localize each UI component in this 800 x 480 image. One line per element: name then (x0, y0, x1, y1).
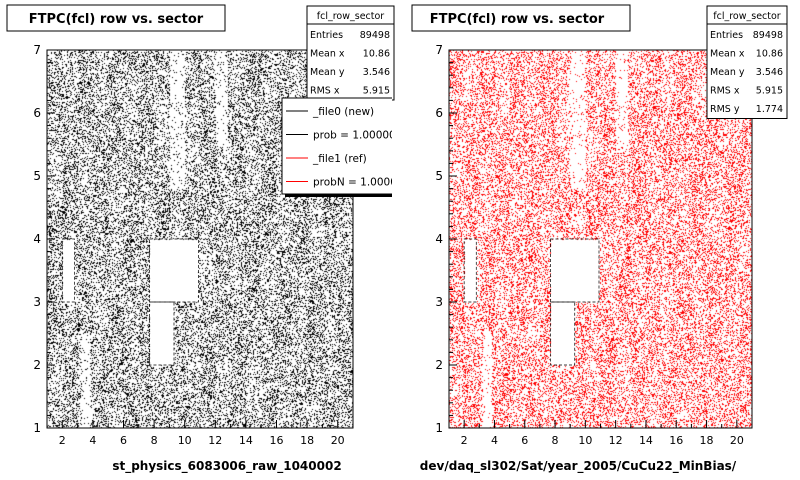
empty-region-outline (149, 238, 199, 303)
legend-entry: _file0 (new) (312, 106, 374, 118)
y-tick-label: 3 (33, 295, 41, 309)
y-tick-label: 4 (33, 232, 41, 246)
x-tick-label: 6 (521, 434, 528, 447)
y-tick-label: 1 (33, 421, 41, 435)
y-tick-label: 4 (435, 232, 443, 246)
x-tick-label: 12 (609, 434, 623, 447)
stats-label: Mean y (710, 67, 745, 78)
empty-region-outline (61, 238, 75, 303)
right-stats-box: fcl_row_sector Entries 89498 Mean x 10.86 Mea… (706, 5, 788, 119)
legend-entry: probN = 1.000000 (313, 177, 410, 189)
stats-name: fcl_row_sector (317, 11, 385, 22)
y-tick-label: 2 (435, 358, 443, 372)
stats-label: Mean x (310, 49, 345, 60)
x-tick-label: 12 (208, 434, 222, 447)
x-tick-label: 2 (461, 434, 468, 447)
y-tick-label: 1 (435, 421, 443, 435)
left-panel: FTPC(fcl) row vs. sector 2 4 6 8 10 12 14 16 18 2… (6, 4, 410, 474)
x-tick-label: 20 (331, 434, 345, 447)
empty-region-outline (550, 238, 600, 303)
left-stats-box: fcl_row_sector Entries 89498 Mean x 10.86 Mea… (306, 5, 395, 101)
stats-name: fcl_row_sector (713, 11, 781, 22)
left-xlabel: st_physics_6083006_raw_1040002 (112, 459, 341, 474)
left-title: FTPC(fcl) row vs. sector (29, 12, 204, 27)
stats-value: 89498 (360, 30, 390, 41)
stats-label: Mean y (310, 67, 345, 78)
x-tick-label: 8 (151, 434, 158, 447)
x-tick-label: 14 (639, 434, 653, 447)
stats-label: Entries (710, 30, 743, 41)
empty-region-outline (463, 238, 477, 303)
x-tick-label: 10 (578, 434, 592, 447)
right-title: FTPC(fcl) row vs. sector (430, 12, 605, 27)
y-tick-label: 6 (435, 106, 443, 120)
stats-value: 5.915 (756, 86, 783, 97)
y-tick-label: 7 (33, 43, 41, 57)
left-title-box (6, 4, 226, 32)
x-tick-label: 10 (178, 434, 192, 447)
legend-entry: _file1 (ref) (312, 153, 367, 165)
x-tick-label: 4 (491, 434, 498, 447)
x-tick-label: 18 (300, 434, 314, 447)
right-panel: FTPC(fcl) row vs. sector 2 4 6 8 10 12 14 16 18 2… (411, 4, 788, 474)
x-tick-label: 14 (239, 434, 253, 447)
stats-frame (706, 5, 788, 119)
right-title-box (411, 4, 631, 32)
x-tick-label: 8 (552, 434, 559, 447)
stats-label: Entries (310, 30, 343, 41)
stats-label: RMS x (710, 86, 740, 97)
stats-value: 10.86 (363, 49, 390, 60)
stats-frame (306, 5, 395, 101)
stats-label: RMS y (710, 104, 740, 115)
stats-value: 3.546 (363, 67, 390, 78)
legend-entry: prob = 1.000000 (313, 130, 402, 142)
x-tick-label: 16 (669, 434, 683, 447)
stats-value: 10.86 (756, 49, 783, 60)
y-tick-label: 7 (435, 43, 443, 57)
y-tick-label: 5 (435, 169, 443, 183)
empty-region-outline (149, 301, 175, 366)
y-tick-label: 3 (435, 295, 443, 309)
stats-value: 5.915 (363, 86, 390, 97)
left-legend: _file0 (new) prob = 1.000000 _file1 (ref) p… (281, 97, 410, 197)
stats-label: Mean x (710, 49, 745, 60)
x-tick-label: 2 (59, 434, 66, 447)
y-tick-label: 2 (33, 358, 41, 372)
y-tick-label: 5 (33, 169, 41, 183)
stats-label: RMS x (310, 86, 340, 97)
x-tick-label: 18 (700, 434, 714, 447)
stats-value: 1.774 (756, 104, 783, 115)
x-tick-label: 20 (730, 434, 744, 447)
x-tick-label: 4 (89, 434, 96, 447)
y-tick-label: 6 (33, 106, 41, 120)
stats-value: 89498 (753, 30, 783, 41)
x-tick-label: 16 (270, 434, 284, 447)
scatter-points (449, 50, 752, 428)
right-xlabel: dev/daq_sl302/Sat/year_2005/CuCu22_MinBi… (420, 459, 737, 474)
legend-frame (281, 97, 392, 195)
x-tick-label: 6 (120, 434, 127, 447)
empty-region-outline (550, 301, 576, 366)
stats-value: 3.546 (756, 67, 783, 78)
scatter-density (449, 50, 752, 428)
